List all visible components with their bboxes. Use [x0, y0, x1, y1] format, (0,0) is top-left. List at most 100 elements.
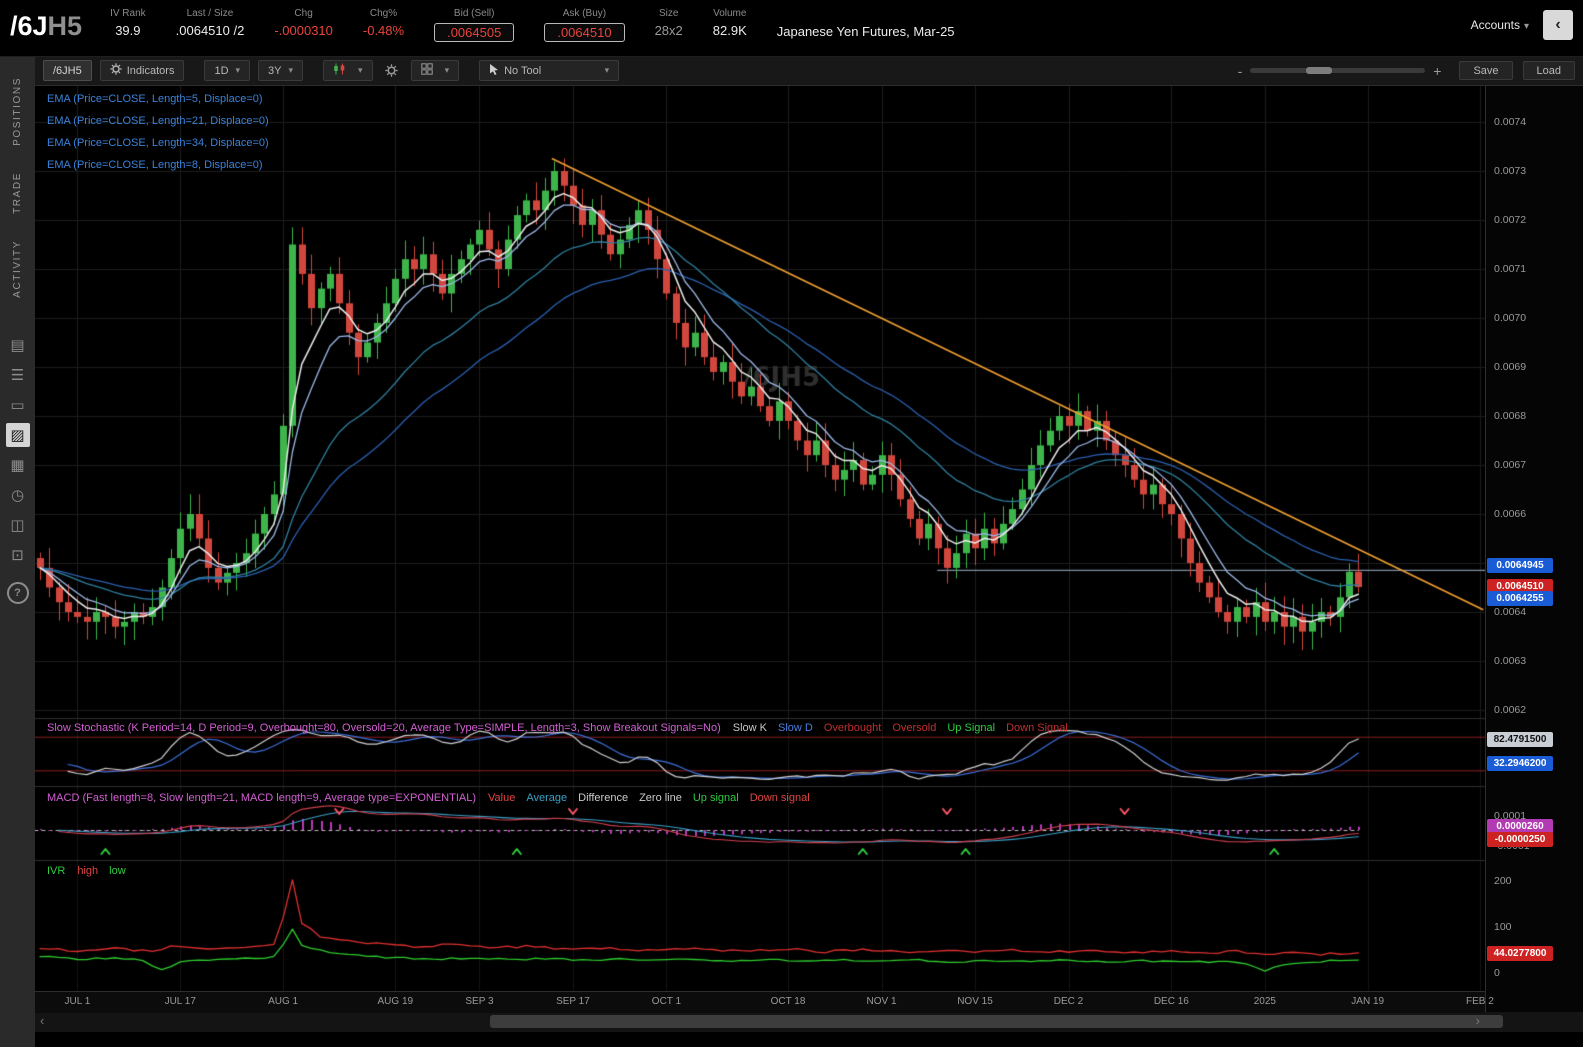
- cursor-pointer-icon: [489, 63, 504, 79]
- symbol-title: /6JH5: [10, 6, 82, 46]
- accounts-dropdown[interactable]: Accounts▾: [1471, 18, 1529, 32]
- ivr-value-tag: 44.0277800: [1487, 946, 1553, 961]
- chart-toolbar: /6JH5 Indicators 1D▾ 3Y▾ ▾ ▾: [35, 57, 1583, 86]
- quote-board-icon[interactable]: ▤: [6, 333, 30, 357]
- chevron-down-icon: ▾: [236, 65, 241, 76]
- zoom-slider-handle[interactable]: [1306, 67, 1332, 74]
- time-label-sep-17: SEP 17: [556, 996, 590, 1007]
- sidebar-tab-trade[interactable]: TRADE: [12, 172, 23, 214]
- snapshot-icon[interactable]: ⊡: [6, 543, 30, 567]
- time-label-jul-1: JUL 1: [65, 996, 91, 1007]
- help-button[interactable]: ?: [7, 582, 29, 604]
- price-axis-label-0.0066: 0.0066: [1494, 508, 1526, 520]
- zoom-in-button[interactable]: +: [1433, 63, 1441, 79]
- price-axis-label-0.0071: 0.0071: [1494, 263, 1526, 275]
- bottom-filler: [35, 1032, 1583, 1047]
- price-axis-label-0.0062: 0.0062: [1494, 704, 1526, 716]
- grid-layout-icon[interactable]: ▦: [6, 453, 30, 477]
- price-axis[interactable]: 0.00740.00730.00720.00710.00700.00690.00…: [1485, 86, 1583, 1012]
- time-label-feb-2: FEB 2: [1466, 996, 1494, 1007]
- horizontal-scrollbar[interactable]: ‹ ›: [35, 1011, 1583, 1032]
- stoch-value-tag: 82.4791500: [1487, 732, 1553, 747]
- left-sidebar: POSITIONS TRADE ACTIVITY ▤ ☰ ▭ ▨ ▦ ◷ ◫ ⊡ ?: [0, 57, 35, 1047]
- ema-label-3: EMA (Price=CLOSE, Length=8, Displace=0): [47, 154, 269, 176]
- legend-average: Average: [526, 792, 567, 804]
- chart-area: EMA (Price=CLOSE, Length=5, Displace=0)E…: [35, 86, 1583, 1011]
- grid-layout-icon: [421, 63, 438, 78]
- legend-difference: Difference: [578, 792, 628, 804]
- scroll-left-arrow-icon[interactable]: ‹: [40, 1013, 44, 1028]
- legend-down-signal: Down Signal: [1006, 722, 1068, 734]
- time-axis[interactable]: JUL 1JUL 17AUG 1AUG 19SEP 3SEP 17OCT 1OC…: [35, 991, 1485, 1013]
- layout-dropdown[interactable]: ▾: [411, 60, 460, 81]
- price-chart-canvas[interactable]: [35, 86, 1485, 991]
- gear-icon: [110, 63, 127, 78]
- chart-settings-gear-icon[interactable]: [381, 61, 403, 80]
- history-clock-icon[interactable]: ◷: [6, 483, 30, 507]
- legend-zero-line: Zero line: [639, 792, 682, 804]
- price-axis-label-0.0064: 0.0064: [1494, 606, 1526, 618]
- time-label-sep-3: SEP 3: [465, 996, 493, 1007]
- macd-value-tag: -0.0000250: [1487, 832, 1553, 847]
- range-dropdown[interactable]: 3Y▾: [258, 60, 303, 81]
- study-title: Slow Stochastic (K Period=14, D Period=9…: [47, 722, 721, 734]
- quote-field-chg: Chg%-0.48%: [363, 8, 404, 42]
- sidebar-tab-activity[interactable]: ACTIVITY: [12, 240, 23, 298]
- price-axis-label-0.0074: 0.0074: [1494, 116, 1526, 128]
- zoom-slider[interactable]: [1250, 68, 1425, 73]
- time-label-aug-19: AUG 19: [378, 996, 414, 1007]
- watchlist-icon[interactable]: ☰: [6, 363, 30, 387]
- legend-slow-d: Slow D: [778, 722, 813, 734]
- chevron-down-icon: ▾: [289, 65, 294, 76]
- ema-label-1: EMA (Price=CLOSE, Length=21, Displace=0): [47, 110, 269, 132]
- price-axis-label-0.0069: 0.0069: [1494, 361, 1526, 373]
- quote-field-bid-sell: Bid (Sell).0064505: [434, 8, 514, 42]
- chart-icon[interactable]: ▨: [6, 423, 30, 447]
- ema-label-0: EMA (Price=CLOSE, Length=5, Displace=0): [47, 88, 269, 110]
- time-label-nov-15: NOV 15: [957, 996, 993, 1007]
- legend-high: high: [77, 865, 98, 877]
- chevron-down-icon: ▾: [445, 65, 450, 76]
- time-label-oct-18: OCT 18: [771, 996, 806, 1007]
- quote-field-ask-buy: Ask (Buy).0064510: [544, 8, 624, 42]
- save-button[interactable]: Save: [1459, 61, 1512, 80]
- sidebar-tab-positions[interactable]: POSITIONS: [12, 77, 23, 146]
- load-button[interactable]: Load: [1523, 61, 1575, 80]
- candlestick-icon: [333, 63, 351, 78]
- legend-down-signal: Down signal: [750, 792, 810, 804]
- sidebar-icons: ▤ ☰ ▭ ▨ ▦ ◷ ◫ ⊡: [6, 330, 30, 570]
- calendar-icon[interactable]: ▭: [6, 393, 30, 417]
- quote-field-volume: Volume82.9K: [713, 8, 747, 42]
- chart-type-dropdown[interactable]: ▾: [323, 60, 373, 81]
- study-title: IVR: [47, 865, 65, 877]
- time-label-jan-19: JAN 19: [1351, 996, 1384, 1007]
- quote-field-iv-rank: IV Rank39.9: [110, 8, 146, 42]
- time-label-nov-1: NOV 1: [866, 996, 896, 1007]
- collapse-panel-button[interactable]: ‹: [1543, 10, 1573, 40]
- time-label-jul-17: JUL 17: [165, 996, 196, 1007]
- price-tag-0.0064945: 0.0064945: [1487, 558, 1553, 573]
- chevron-down-icon: ▾: [358, 65, 363, 76]
- chevron-down-icon: ▾: [605, 65, 610, 76]
- community-icon[interactable]: ◫: [6, 513, 30, 537]
- ema-study-labels: EMA (Price=CLOSE, Length=5, Displace=0)E…: [47, 88, 269, 176]
- quote-fields: IV Rank39.9Last / Size.0064510 /2Chg-.00…: [110, 8, 777, 42]
- drawing-tool-dropdown[interactable]: No Tool ▾: [479, 60, 619, 81]
- timeframe-dropdown[interactable]: 1D▾: [204, 60, 250, 81]
- chart-symbol-tab[interactable]: /6JH5: [43, 60, 92, 81]
- scrollbar-handle[interactable]: [490, 1015, 1503, 1028]
- sidebar-tabs: POSITIONS TRADE ACTIVITY: [12, 77, 23, 324]
- legend-value: Value: [488, 792, 515, 804]
- quote-field-last-size: Last / Size.0064510 /2: [176, 8, 245, 42]
- study-title: MACD (Fast length=8, Slow length=21, MAC…: [47, 792, 476, 804]
- ivr-header: IVRhighlow: [47, 865, 137, 877]
- zoom-out-button[interactable]: -: [1238, 63, 1243, 79]
- price-axis-label-0.0073: 0.0073: [1494, 165, 1526, 177]
- indicators-button[interactable]: Indicators: [100, 60, 185, 81]
- price-axis-label-0.0072: 0.0072: [1494, 214, 1526, 226]
- stoch-header: Slow Stochastic (K Period=14, D Period=9…: [47, 722, 1079, 734]
- time-label-dec-2: DEC 2: [1054, 996, 1083, 1007]
- scroll-right-arrow-icon[interactable]: ›: [1476, 1013, 1480, 1028]
- legend-up-signal: Up signal: [693, 792, 739, 804]
- time-label-2025: 2025: [1254, 996, 1276, 1007]
